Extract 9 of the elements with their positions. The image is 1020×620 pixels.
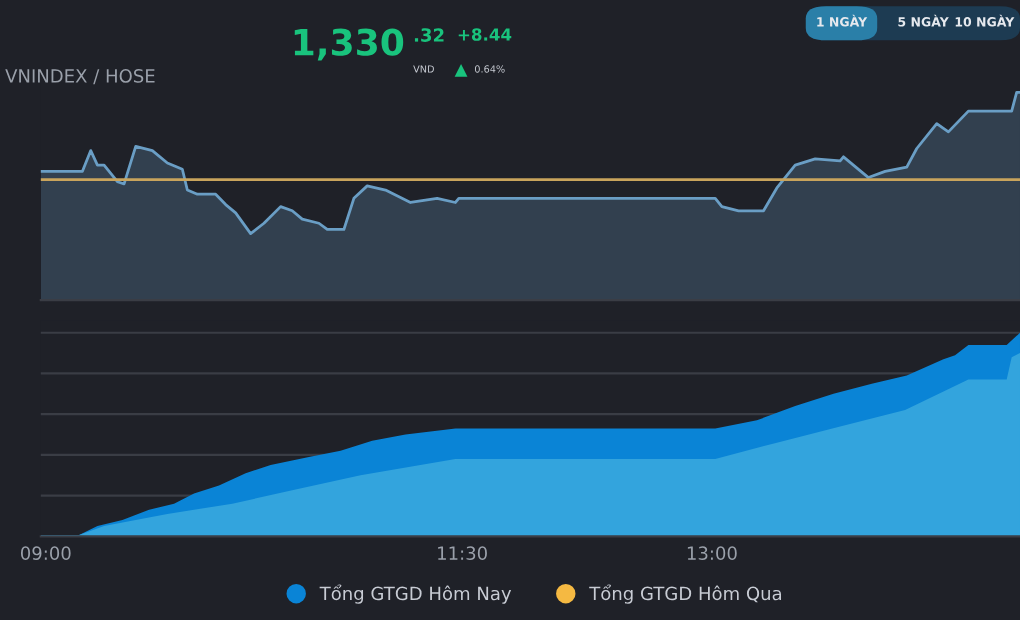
text: .32 <box>414 28 444 42</box>
text: 1,330 <box>294 28 404 61</box>
text: +8.44 <box>458 28 512 41</box>
x-tick-label: 09:00 <box>20 546 71 560</box>
legend-label: Tổng GTGD Hôm Nay <box>319 584 512 604</box>
chart-title: VNINDEX / HOSE <box>5 69 155 85</box>
x-tick-label: 13:00 <box>687 546 737 560</box>
legend-label: Tổng GTGD Hôm Qua <box>589 584 781 604</box>
x-tick-label: 11:30 <box>438 546 487 560</box>
